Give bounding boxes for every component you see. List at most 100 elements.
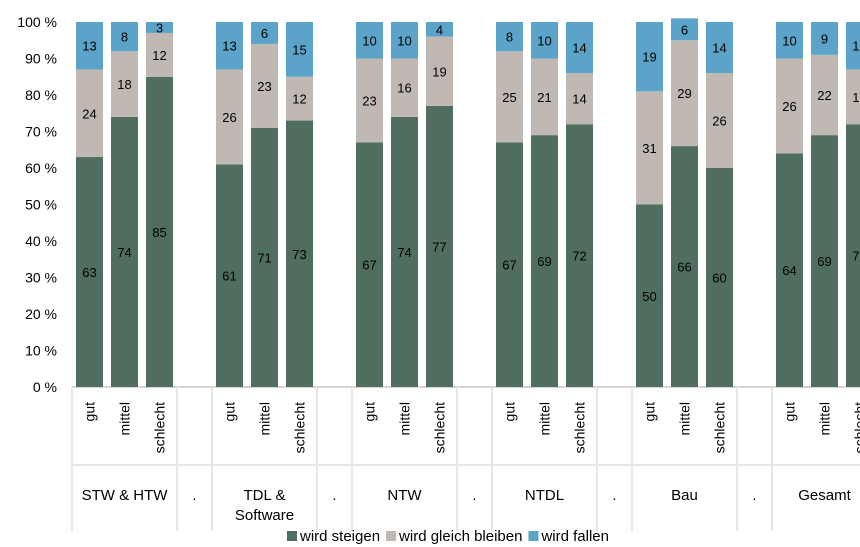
bar-segment bbox=[426, 22, 453, 37]
data-label: 31 bbox=[642, 141, 656, 156]
bar-segment bbox=[846, 22, 860, 70]
category-label: mittel bbox=[537, 402, 553, 435]
bar-segment bbox=[671, 146, 698, 387]
data-label: 13 bbox=[82, 39, 96, 54]
bar-segment bbox=[531, 22, 558, 59]
y-tick-label: 30 % bbox=[25, 270, 57, 286]
category-label: gut bbox=[642, 402, 658, 422]
bar-segment bbox=[496, 142, 523, 387]
bar-segment bbox=[706, 73, 733, 168]
bar-segment bbox=[286, 22, 313, 77]
category-label: gut bbox=[82, 402, 98, 422]
group-label: Bau bbox=[671, 487, 698, 504]
bar-segment bbox=[76, 157, 103, 387]
data-label: 69 bbox=[537, 254, 551, 269]
bar-segment bbox=[636, 91, 663, 205]
data-label: 3 bbox=[156, 20, 163, 35]
data-label: 13 bbox=[222, 39, 236, 54]
data-label: 23 bbox=[362, 93, 376, 108]
category-label: schlecht bbox=[712, 402, 728, 453]
data-label: 67 bbox=[502, 258, 516, 273]
data-label: 19 bbox=[432, 64, 446, 79]
bar-segment bbox=[531, 135, 558, 387]
category-label: mittel bbox=[677, 402, 693, 435]
data-label: 71 bbox=[257, 250, 271, 265]
category-label: mittel bbox=[817, 402, 833, 435]
data-label: 85 bbox=[152, 225, 166, 240]
category-label: schlecht bbox=[432, 402, 448, 453]
bar-segment bbox=[216, 69, 243, 165]
category-label: gut bbox=[362, 402, 378, 422]
data-label: 63 bbox=[82, 265, 96, 280]
legend-swatch bbox=[528, 531, 539, 541]
bar-segment bbox=[811, 22, 838, 55]
bar-segment bbox=[251, 22, 278, 44]
data-label: 14 bbox=[572, 41, 586, 56]
data-label: 13 bbox=[852, 39, 860, 54]
y-tick-label: 0 % bbox=[33, 379, 57, 395]
group-label: NTDL bbox=[525, 487, 564, 504]
bar-segment bbox=[216, 164, 243, 387]
group-label: . bbox=[192, 487, 196, 504]
bar-segment bbox=[496, 51, 523, 143]
data-label: 25 bbox=[502, 90, 516, 105]
data-label: 18 bbox=[117, 77, 131, 92]
data-label: 6 bbox=[261, 26, 268, 41]
category-label: schlecht bbox=[152, 402, 168, 453]
data-label: 73 bbox=[292, 247, 306, 262]
bar-segment bbox=[356, 22, 383, 59]
bar-segment bbox=[356, 58, 383, 143]
data-label: 24 bbox=[82, 106, 96, 121]
bar-segment bbox=[566, 124, 593, 387]
category-label: gut bbox=[502, 402, 518, 422]
category-label: schlecht bbox=[292, 402, 308, 453]
data-label: 15 bbox=[292, 42, 306, 57]
bar-segment bbox=[146, 22, 173, 33]
bar-segment bbox=[111, 51, 138, 117]
y-tick-label: 70 % bbox=[25, 124, 57, 140]
bar-segment bbox=[391, 22, 418, 59]
data-label: 12 bbox=[152, 48, 166, 63]
group-label: NTW bbox=[387, 487, 422, 504]
bar-segment bbox=[391, 58, 418, 117]
bar-segment bbox=[566, 22, 593, 74]
group-label: . bbox=[472, 487, 476, 504]
category-label: gut bbox=[782, 402, 798, 422]
data-label: 74 bbox=[117, 245, 131, 260]
category-label: schlecht bbox=[852, 402, 860, 453]
bar-segment bbox=[356, 142, 383, 387]
data-label: 64 bbox=[782, 263, 796, 278]
data-label: 14 bbox=[572, 92, 586, 107]
y-tick-label: 80 % bbox=[25, 87, 57, 103]
group-label: Software bbox=[235, 507, 294, 524]
data-label: 26 bbox=[782, 99, 796, 114]
group-label: STW & HTW bbox=[82, 487, 169, 504]
bar-segment bbox=[76, 22, 103, 70]
bar-segment bbox=[636, 22, 663, 92]
group-label: Gesamt bbox=[798, 487, 851, 504]
legend-swatch bbox=[386, 531, 397, 541]
data-label: 4 bbox=[436, 22, 443, 37]
data-label: 21 bbox=[537, 90, 551, 105]
data-label: 26 bbox=[712, 114, 726, 129]
data-label: 23 bbox=[257, 79, 271, 94]
data-label: 15 bbox=[852, 90, 860, 105]
bar-segment bbox=[846, 69, 860, 125]
data-label: 16 bbox=[397, 81, 411, 96]
bar-segment bbox=[496, 22, 523, 52]
data-label: 10 bbox=[397, 33, 411, 48]
data-label: 50 bbox=[642, 289, 656, 304]
data-label: 77 bbox=[432, 239, 446, 254]
data-label: 8 bbox=[121, 30, 128, 45]
legend-label: wird steigen bbox=[299, 528, 380, 545]
group-label: . bbox=[612, 487, 616, 504]
bar-segment bbox=[706, 168, 733, 387]
group-label: TDL & bbox=[244, 487, 286, 504]
y-tick-label: 10 % bbox=[25, 343, 57, 359]
group-label: . bbox=[332, 487, 336, 504]
data-label: 74 bbox=[397, 245, 411, 260]
bar-segment bbox=[776, 22, 803, 59]
category-label: mittel bbox=[397, 402, 413, 435]
bar-segment bbox=[111, 116, 138, 388]
category-label: mittel bbox=[117, 402, 133, 435]
